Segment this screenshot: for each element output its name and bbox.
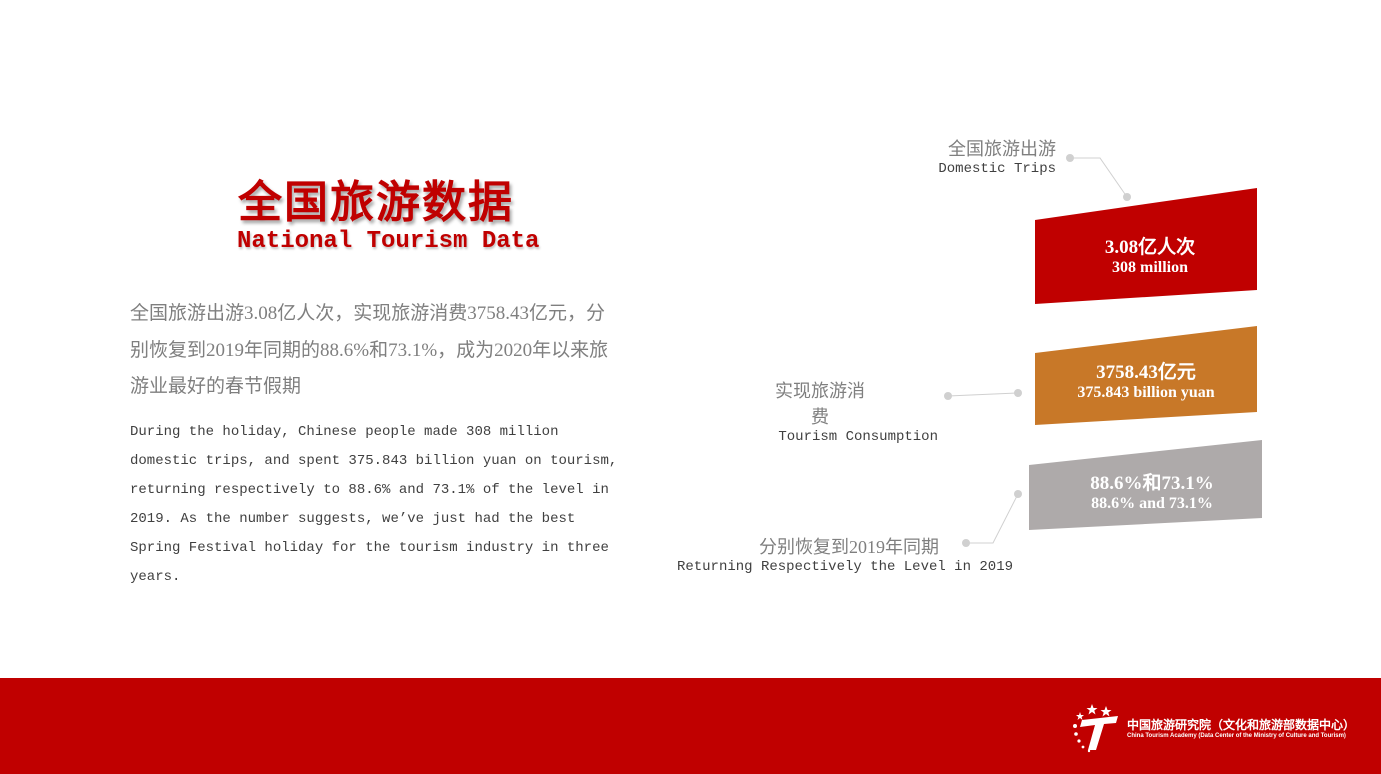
value-en: 88.6% and 73.1%	[1091, 495, 1213, 512]
stat-box-trips	[1035, 188, 1257, 304]
connector-dot	[1014, 389, 1022, 397]
summary-chinese: 全国旅游出游3.08亿人次，实现旅游消费3758.43亿元，分别恢复到2019年…	[130, 303, 609, 397]
connector-dot	[962, 539, 970, 547]
label-cn: 全国旅游出游	[948, 139, 1056, 159]
stat-value-trips: 3.08亿人次 308 million	[1035, 232, 1265, 277]
label-cn: 实现旅游消费	[775, 381, 865, 427]
connector-line	[966, 493, 1019, 544]
page-subtitle: National Tourism Data	[237, 228, 540, 255]
label-en: Tourism Consumption	[778, 429, 938, 445]
stat-label-recovery: 分别恢复到2019年同期 Returning Respectively the …	[640, 533, 1013, 575]
value-en: 308 million	[1111, 259, 1188, 276]
connector-dot	[1014, 490, 1022, 498]
org-name-cn: 中国旅游研究院（文化和旅游部数据中心）	[1127, 718, 1356, 732]
connector-dot	[1066, 154, 1074, 162]
connector-line	[947, 392, 1019, 397]
stat-box-recovery	[1029, 440, 1262, 530]
value-cn: 3758.43亿元	[1096, 362, 1196, 383]
connector-line	[1070, 157, 1128, 198]
value-en: 375.843 billion yuan	[1077, 384, 1215, 401]
stat-box-consumption	[1035, 326, 1257, 425]
stat-value-consumption: 3758.43亿元 375.843 billion yuan	[1035, 357, 1257, 402]
value-cn: 3.08亿人次	[1104, 237, 1196, 258]
footer-bar	[0, 678, 1381, 774]
stat-label-consumption: 实现旅游消费 Tourism Consumption	[700, 377, 938, 445]
label-en: Returning Respectively the Level in 2019	[676, 559, 1013, 575]
connector-dot	[944, 392, 952, 400]
academy-logo	[1073, 704, 1118, 753]
connector-dot	[1123, 193, 1131, 201]
label-en: Domestic Trips	[938, 161, 1056, 177]
page-title: 全国旅游数据	[238, 178, 514, 227]
stat-value-recovery: 88.6%和73.1% 88.6% and 73.1%	[1037, 468, 1267, 513]
value-cn: 88.6%和73.1%	[1090, 473, 1214, 494]
summary-english: During the holiday, Chinese people made …	[130, 424, 618, 585]
label-cn: 分别恢复到2019年同期	[759, 537, 939, 557]
stat-label-trips: 全国旅游出游 Domestic Trips	[880, 135, 1056, 177]
org-name-en: China Tourism Academy (Data Center of th…	[1127, 733, 1346, 739]
